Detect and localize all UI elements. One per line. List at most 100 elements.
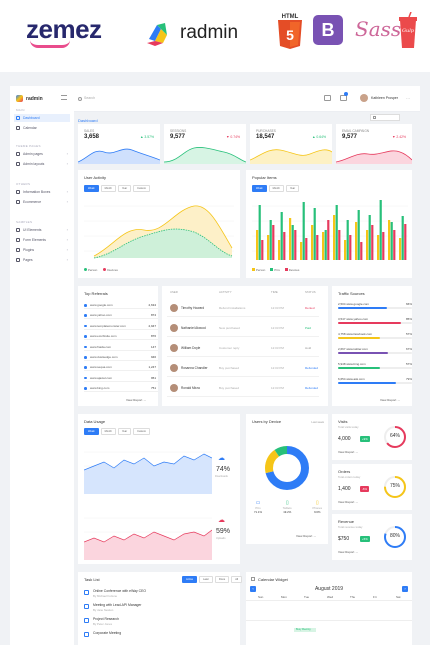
task-item[interactable]: Corporate Meeting	[84, 630, 244, 644]
view-report-link[interactable]: View Report →	[296, 534, 317, 538]
tab-week[interactable]: Week	[84, 185, 99, 192]
sidebar-item-pages[interactable]: Pages ›	[14, 256, 70, 264]
bar	[283, 232, 286, 260]
bar	[360, 242, 363, 260]
popular-items-card: Popular Items Week Month Year Person PCs…	[246, 170, 412, 278]
search-input[interactable]: Search	[76, 94, 166, 103]
data-usage-title: Data Usage	[84, 419, 106, 424]
list-item[interactable]: www.google.com 2,634	[84, 301, 158, 309]
list-item[interactable]: www.yahoo.com 874	[84, 311, 158, 320]
sidebar-item-dashboard[interactable]: Dashboard	[14, 114, 70, 122]
list-item[interactable]: www.ecurbisite.com 876	[84, 332, 158, 341]
html5-icon: HTML 5	[277, 14, 303, 55]
tab-year[interactable]: Year	[285, 185, 300, 192]
bell-icon[interactable]	[340, 95, 347, 101]
tab-done[interactable]: Done	[215, 576, 230, 583]
avatar	[170, 384, 178, 392]
status-badge: Hold	[305, 346, 312, 350]
table-header: USER ACTIVITY TIME STATUS	[167, 290, 323, 298]
sidebar-item-information-boxes[interactable]: Information Boxes ›	[14, 188, 70, 196]
avatar[interactable]	[360, 94, 368, 102]
tab-week[interactable]: Week	[84, 428, 99, 435]
tab-custom[interactable]: Custom	[133, 185, 150, 192]
tab-all[interactable]: All	[231, 576, 243, 583]
progress-bar	[338, 382, 397, 384]
stat-label: Purchases	[256, 129, 276, 133]
task-checkbox[interactable]	[84, 618, 89, 623]
avatar	[170, 344, 178, 352]
bar	[377, 235, 380, 260]
tab-month[interactable]: Month	[100, 185, 116, 192]
list-item[interactable]: www.ajaxiel.com 951	[84, 374, 158, 382]
user-activity-chart	[84, 205, 234, 259]
tab-year[interactable]: Year	[117, 185, 132, 192]
referral-site: www.sequa.com	[90, 365, 112, 370]
next-month-button[interactable]: ›	[402, 586, 408, 592]
tab-week[interactable]: Week	[252, 185, 267, 192]
user-activity-tabs: Week Month Year Custom	[84, 185, 150, 192]
calendar-event[interactable]: Busy Meeting	[294, 628, 316, 632]
sidebar-item-plugins[interactable]: Plugins ›	[14, 246, 70, 254]
bar	[324, 230, 327, 260]
stat-delta: ▼ 2.42%	[392, 135, 406, 139]
table-row[interactable]: Nathaniel Atwood New purchased 12:03 PM Pai…	[167, 320, 319, 337]
tab-month[interactable]: Month	[268, 185, 284, 192]
list-item[interactable]: www.dustsedge.com 946	[84, 353, 158, 361]
tab-custom[interactable]: Custom	[133, 428, 150, 435]
user-name[interactable]: Kathleen Prosper	[371, 96, 399, 100]
list-item: 2,667 www.twitter.com 67%	[338, 346, 412, 359]
sidebar-section-samples: SAMPLES	[16, 220, 33, 224]
list-item[interactable]: www.templatemonster.com 2,947	[84, 322, 158, 330]
sidebar-item-admin-pages[interactable]: Admin pages ›	[14, 150, 70, 158]
view-report-link[interactable]: View Report →	[126, 398, 147, 402]
sidebar-item-ecommerce[interactable]: Ecommerce ›	[14, 198, 70, 206]
bar	[316, 235, 319, 260]
tab-later[interactable]: Later	[199, 576, 213, 583]
tab-month[interactable]: Month	[100, 428, 116, 435]
table-row[interactable]: Rosanna Chandler Buy purchased 12:03 PM Ref…	[167, 360, 319, 377]
page-title: Dashboard	[78, 118, 98, 123]
bar	[338, 230, 341, 260]
table-row[interactable]: William Doyle Customer reply 12:03 PM Hold	[167, 340, 319, 357]
tab-year[interactable]: Year	[117, 428, 132, 435]
progress-bar	[338, 337, 381, 339]
sidebar: radmin MAIN Dashboard Calendar THEME PAG…	[10, 86, 74, 645]
task-checkbox[interactable]	[84, 604, 89, 609]
download-label: Downloads	[215, 475, 228, 478]
traffic-source-percent: 67%	[405, 347, 412, 351]
list-item[interactable]: www.fraida.com 147	[84, 343, 158, 351]
view-report-link[interactable]: View Report →	[338, 500, 359, 504]
bullet-icon	[84, 304, 87, 307]
table-row[interactable]: Timothy Howard Refund Installations 12:03 …	[167, 300, 319, 317]
tab-active[interactable]: Active	[182, 576, 198, 583]
menu-toggle-icon[interactable]	[61, 95, 67, 100]
list-item[interactable]: www.sequa.com 1,247	[84, 363, 158, 372]
task-item[interactable]: Project Research By Peter Jones	[84, 616, 244, 630]
download-cloud-icon: ☁	[218, 455, 225, 462]
task-item[interactable]: Online Conference with eWay CEO By Michae…	[84, 588, 244, 602]
view-report-link[interactable]: View Report →	[338, 550, 359, 554]
view-report-link[interactable]: View Report →	[338, 450, 359, 454]
legend-devices: Devices	[103, 268, 118, 272]
sidebar-item-calendar[interactable]: Calendar	[14, 124, 70, 132]
mail-icon[interactable]	[324, 95, 331, 101]
more-icon[interactable]: ···	[406, 96, 410, 101]
task-item[interactable]: Meeting with Lead-API Manager By Jane New…	[84, 602, 244, 616]
kpi-value: 4,000	[338, 436, 351, 442]
plugin-icon	[16, 248, 20, 252]
list-item[interactable]: www.bing.com 751	[84, 384, 158, 393]
task-checkbox[interactable]	[84, 632, 89, 637]
date-picker[interactable]	[370, 114, 400, 121]
period-select[interactable]: Last week	[311, 420, 324, 424]
sidebar-item-admin-layouts[interactable]: Admin layouts ›	[14, 160, 70, 168]
monitor-icon: ▭	[255, 500, 261, 506]
upload-cloud-icon: ☁	[218, 517, 225, 524]
task-checkbox[interactable]	[84, 590, 89, 595]
table-row[interactable]: Ronald Mirza Buy purchased 12:03 PM Refunde…	[167, 380, 319, 397]
prev-month-button[interactable]: ‹	[250, 586, 256, 592]
sidebar-item-label: Admin layouts	[23, 162, 45, 166]
sidebar-item-form-elements[interactable]: Form Elements ›	[14, 236, 70, 244]
view-report-link[interactable]: View Report →	[380, 398, 401, 402]
sidebar-item-ui-elements[interactable]: UI Elements ›	[14, 226, 70, 234]
device-tablets: ▯ Tablets 19.2%	[282, 500, 292, 514]
